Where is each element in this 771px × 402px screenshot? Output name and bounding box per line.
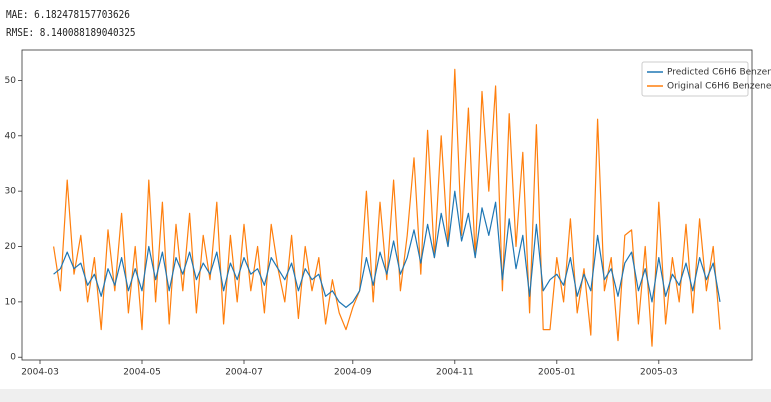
legend-label: Predicted C6H6 Benzene — [667, 68, 771, 78]
y-tick-label: 20 — [5, 242, 17, 252]
x-tick-label: 2004-05 — [123, 368, 161, 378]
rmse-text: RMSE: 8.140088189040325 — [6, 26, 136, 39]
series-line — [53, 190, 721, 308]
x-tick-label: 2004-07 — [225, 368, 263, 378]
x-tick-label: 2004-03 — [21, 368, 59, 378]
plot-frame — [21, 49, 753, 361]
metrics-output: MAE: 6.182478157703626 RMSE: 8.140088189… — [6, 6, 135, 42]
x-tick-label: 2004-09 — [334, 368, 372, 378]
y-tick-label: 50 — [5, 76, 17, 86]
y-tick-label: 30 — [5, 187, 17, 197]
mae-text: MAE: 6.182478157703626 — [6, 8, 130, 21]
y-tick-label: 0 — [10, 353, 16, 363]
y-tick-label: 10 — [5, 297, 17, 307]
footer-bar — [0, 389, 771, 402]
x-tick-label: 2004-11 — [436, 368, 474, 378]
x-tick-label: 2005-01 — [538, 368, 576, 378]
legend-label: Original C6H6 Benzene — [667, 82, 771, 92]
x-tick-label: 2005-03 — [640, 368, 678, 378]
chart: 0 10 20 30 40 50 2004-03 2004-05 2004-07 2004-09 2… — [5, 49, 771, 378]
series-line — [53, 68, 721, 347]
y-tick-label: 40 — [5, 131, 17, 141]
legend-box — [641, 61, 749, 97]
